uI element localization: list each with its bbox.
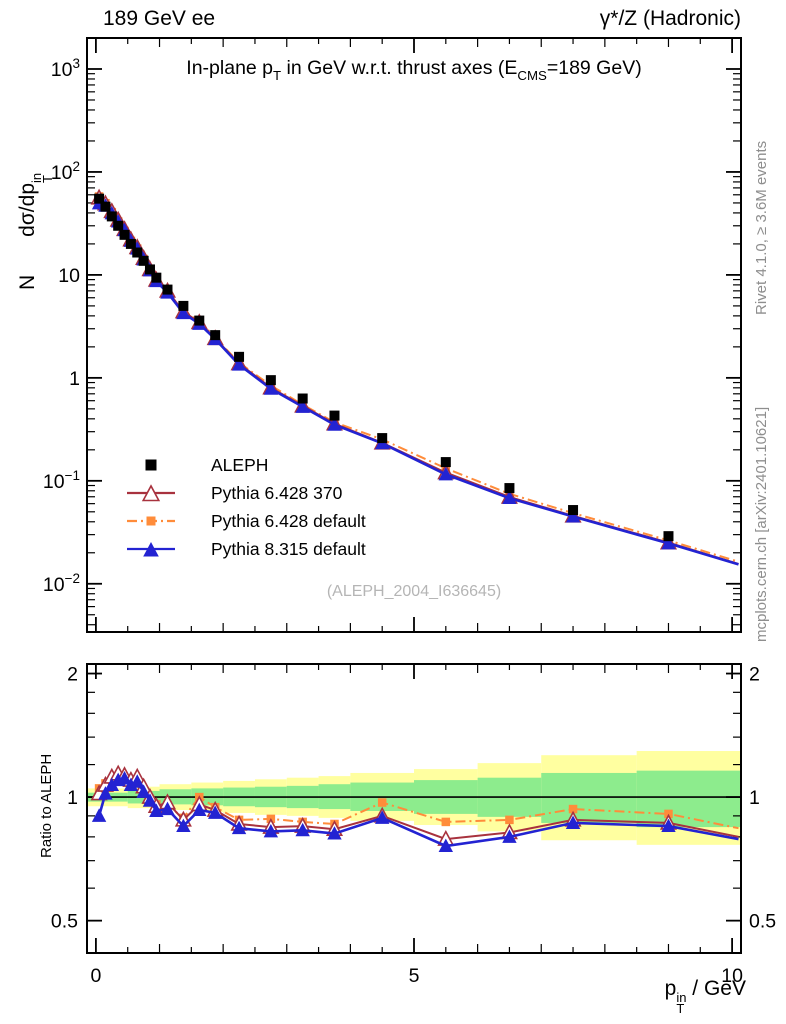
svg-text:102: 102 bbox=[51, 159, 80, 184]
x-axis-title: p in T / GeV bbox=[664, 977, 746, 1017]
legend-item-pythia6-370: Pythia 6.428 370 bbox=[125, 479, 366, 507]
svg-text:10−2: 10−2 bbox=[43, 571, 80, 596]
pythia6-370-marker-icon bbox=[127, 484, 175, 502]
legend-item-pythia8-default: Pythia 8.315 default bbox=[125, 535, 366, 563]
plot-title: In-plane pT in GeV w.r.t. thrust axes (E… bbox=[186, 57, 642, 83]
legend-item-pythia6-default: Pythia 6.428 default bbox=[125, 507, 366, 535]
svg-text:0: 0 bbox=[90, 965, 101, 987]
svg-text:10−1: 10−1 bbox=[43, 468, 80, 493]
mcplots-arxiv-note: mcplots.cern.ch [arXiv:2401.10621] bbox=[753, 406, 770, 642]
y-axis-title: Ndσ/dp in T bbox=[16, 172, 56, 290]
header-process: γ*/Z (Hadronic) bbox=[599, 7, 741, 30]
legend-item-aleph: ALEPH bbox=[125, 451, 366, 479]
svg-text:1: 1 bbox=[67, 787, 78, 809]
generator-version-note: Rivet 4.1.0, ≥ 3.6M events bbox=[753, 140, 770, 315]
header-beam-energy: 189 GeV ee bbox=[103, 7, 216, 30]
svg-text:10: 10 bbox=[58, 265, 80, 287]
pythia8-default-marker-icon bbox=[127, 541, 175, 557]
ratio-axis-title: Ratio to ALEPH bbox=[38, 753, 55, 858]
aleph-marker-icon bbox=[145, 459, 157, 471]
svg-text:10: 10 bbox=[721, 965, 743, 987]
analysis-id-watermark: (ALEPH_2004_I636645) bbox=[326, 583, 502, 600]
svg-text:103: 103 bbox=[51, 56, 80, 81]
pythia6-default-marker-icon bbox=[127, 516, 175, 526]
svg-text:5: 5 bbox=[409, 965, 420, 987]
svg-text:0.5: 0.5 bbox=[51, 911, 78, 933]
svg-text:1: 1 bbox=[749, 787, 760, 809]
svg-text:2: 2 bbox=[749, 664, 760, 686]
svg-text:1: 1 bbox=[69, 368, 80, 390]
legend: ALEPH Pythia 6.428 370 Pythia 6.428 defa… bbox=[125, 451, 366, 563]
svg-text:0.5: 0.5 bbox=[749, 911, 776, 933]
svg-text:2: 2 bbox=[67, 664, 78, 686]
